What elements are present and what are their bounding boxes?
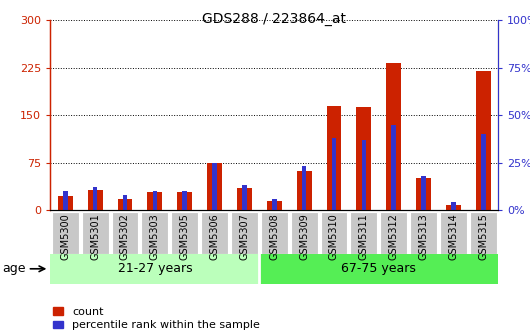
FancyBboxPatch shape [50, 254, 259, 284]
Text: GSM5310: GSM5310 [329, 213, 339, 260]
FancyBboxPatch shape [440, 212, 467, 254]
Bar [392, 125, 396, 210]
Bar [207, 163, 222, 210]
Bar [416, 178, 431, 210]
Text: GSM5300: GSM5300 [60, 213, 70, 260]
Text: GSM5303: GSM5303 [150, 213, 160, 260]
Bar [118, 199, 132, 210]
Text: GSM5312: GSM5312 [388, 213, 399, 260]
Text: GSM5306: GSM5306 [209, 213, 219, 260]
FancyBboxPatch shape [350, 212, 377, 254]
Text: GSM5308: GSM5308 [269, 213, 279, 260]
Bar [93, 187, 98, 210]
Text: GSM5313: GSM5313 [419, 213, 429, 260]
Bar [386, 63, 401, 210]
Bar [58, 196, 73, 210]
Text: 21-27 years: 21-27 years [118, 262, 192, 275]
Bar [237, 188, 252, 210]
FancyBboxPatch shape [470, 212, 497, 254]
Bar [302, 166, 306, 210]
Text: 67-75 years: 67-75 years [341, 262, 416, 275]
Bar [123, 195, 127, 210]
Bar [87, 190, 103, 210]
Bar [177, 192, 192, 210]
Bar [213, 163, 217, 210]
FancyBboxPatch shape [261, 212, 288, 254]
Bar [182, 191, 187, 210]
Bar [297, 171, 312, 210]
Text: GSM5305: GSM5305 [180, 213, 190, 260]
Bar [451, 202, 456, 210]
Bar [326, 106, 341, 210]
Bar [147, 192, 162, 210]
Bar [153, 191, 157, 210]
FancyBboxPatch shape [321, 212, 348, 254]
Legend: count, percentile rank within the sample: count, percentile rank within the sample [53, 307, 260, 330]
Text: GSM5315: GSM5315 [478, 213, 488, 260]
Text: age: age [3, 262, 26, 275]
Bar [332, 138, 336, 210]
Text: GSM5309: GSM5309 [299, 213, 309, 260]
Bar [242, 185, 246, 210]
Bar [421, 176, 426, 210]
FancyBboxPatch shape [259, 254, 498, 284]
Bar [481, 134, 485, 210]
FancyBboxPatch shape [290, 212, 317, 254]
Bar [361, 140, 366, 210]
Bar [267, 201, 282, 210]
Text: GSM5311: GSM5311 [359, 213, 369, 260]
FancyBboxPatch shape [380, 212, 407, 254]
Bar [63, 191, 67, 210]
Text: GSM5301: GSM5301 [90, 213, 100, 260]
Bar [446, 205, 461, 210]
Text: GSM5307: GSM5307 [240, 213, 250, 260]
FancyBboxPatch shape [201, 212, 228, 254]
Text: GDS288 / 223864_at: GDS288 / 223864_at [202, 12, 346, 26]
Text: GSM5314: GSM5314 [448, 213, 458, 260]
FancyBboxPatch shape [82, 212, 109, 254]
FancyBboxPatch shape [410, 212, 437, 254]
FancyBboxPatch shape [52, 212, 79, 254]
Bar [476, 71, 491, 210]
Text: GSM5302: GSM5302 [120, 213, 130, 260]
FancyBboxPatch shape [111, 212, 138, 254]
Bar [272, 199, 277, 210]
FancyBboxPatch shape [231, 212, 258, 254]
Bar [356, 107, 372, 210]
FancyBboxPatch shape [142, 212, 169, 254]
FancyBboxPatch shape [171, 212, 198, 254]
